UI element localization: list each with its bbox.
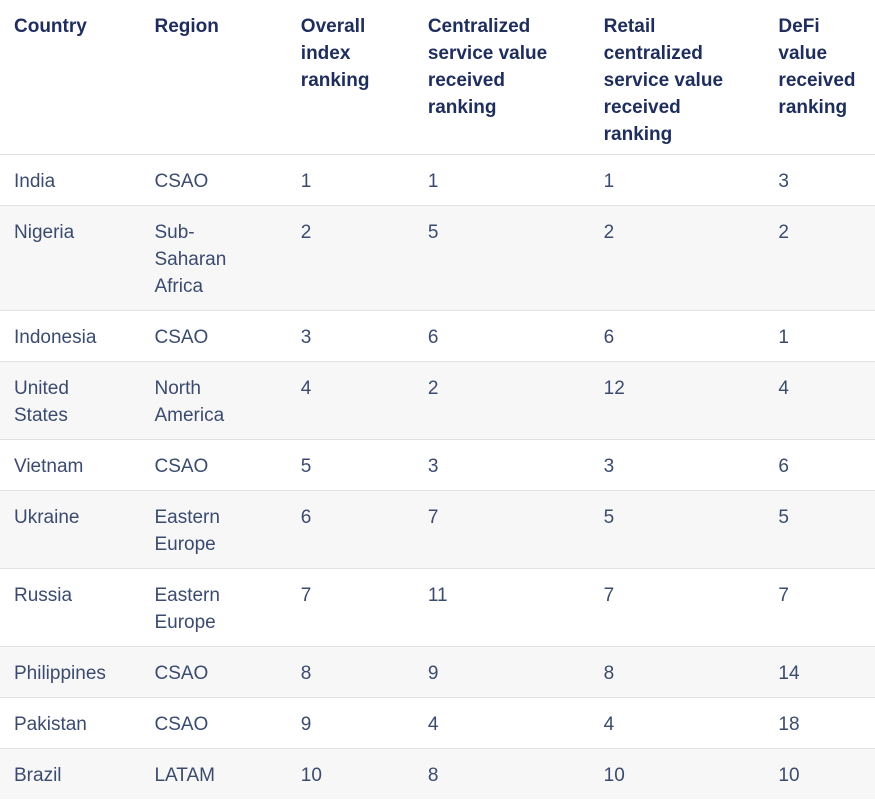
- cell-country: Philippines: [14, 663, 106, 684]
- cell-retail-centralized-service-ranking: 12: [603, 378, 625, 399]
- cell-overall-index-ranking: 5: [300, 456, 312, 477]
- column-header-overall-index-ranking: Overall index ranking: [300, 0, 428, 155]
- cell-region: LATAM: [154, 765, 215, 786]
- column-header-region: Region: [154, 0, 301, 155]
- cell-overall-index-ranking: 3: [300, 327, 312, 348]
- cell-defi-value-ranking: 6: [778, 456, 789, 477]
- cell-retail-centralized-service-ranking: 7: [603, 585, 615, 606]
- cell-overall-index-ranking: 6: [300, 507, 312, 528]
- cell-centralized-service-ranking: 9: [427, 663, 439, 684]
- cell-retail-centralized-service-ranking: 1: [603, 171, 615, 192]
- cell-overall-index-ranking: 1: [300, 171, 312, 192]
- table-row: Vietnam CSAO 5 3 3 6: [0, 440, 875, 491]
- cell-region: Eastern Europe: [154, 585, 220, 633]
- cell-centralized-service-ranking: 11: [427, 585, 448, 606]
- table-body: India CSAO 1 1 1 3 Nigeria Sub-Saharan Africa 2 5…: [0, 155, 875, 799]
- table-row: Philippines CSAO 8 9 8 14: [0, 646, 875, 698]
- cell-country: Vietnam: [14, 456, 84, 477]
- cell-region: CSAO: [154, 663, 209, 684]
- cell-centralized-service-ranking: 2: [427, 378, 439, 399]
- cell-defi-value-ranking: 10: [778, 765, 800, 786]
- cell-region: CSAO: [154, 171, 209, 192]
- cell-retail-centralized-service-ranking: 5: [603, 507, 615, 528]
- table-row: Indonesia CSAO 3 6 6 1: [0, 311, 875, 362]
- cell-overall-index-ranking: 4: [300, 378, 312, 399]
- table-row: United States North America 4 2 12 4: [0, 361, 875, 440]
- cell-defi-value-ranking: 4: [778, 378, 789, 399]
- cell-centralized-service-ranking: 7: [427, 507, 439, 528]
- column-header-retail-centralized-service-ranking: Retail centralized service value receive…: [603, 0, 779, 155]
- cell-country: India: [14, 171, 56, 192]
- cell-centralized-service-ranking: 4: [427, 714, 439, 735]
- cell-region: Eastern Europe: [154, 507, 220, 555]
- cell-country: Indonesia: [14, 327, 97, 348]
- cell-centralized-service-ranking: 6: [427, 327, 439, 348]
- cell-country: Russia: [14, 585, 73, 606]
- cell-centralized-service-ranking: 5: [427, 222, 439, 243]
- table-row: India CSAO 1 1 1 3: [0, 155, 875, 206]
- table-row: Ukraine Eastern Europe 6 7 5 5: [0, 490, 875, 569]
- cell-region: CSAO: [154, 327, 209, 348]
- cell-region: Sub-Saharan Africa: [154, 222, 227, 297]
- cell-country: Brazil: [14, 765, 62, 786]
- cell-defi-value-ranking: 2: [778, 222, 789, 243]
- cell-country: United States: [14, 378, 69, 426]
- cell-defi-value-ranking: 5: [778, 507, 789, 528]
- cell-region: CSAO: [154, 456, 209, 477]
- cell-retail-centralized-service-ranking: 8: [603, 663, 615, 684]
- cell-defi-value-ranking: 18: [778, 714, 800, 735]
- cell-defi-value-ranking: 1: [778, 327, 789, 348]
- cell-country: Nigeria: [14, 222, 75, 243]
- cell-country: Pakistan: [14, 714, 87, 735]
- cell-overall-index-ranking: 2: [300, 222, 312, 243]
- cell-retail-centralized-service-ranking: 3: [603, 456, 615, 477]
- cell-defi-value-ranking: 7: [778, 585, 789, 606]
- cell-centralized-service-ranking: 8: [427, 765, 439, 786]
- column-header-defi-value-ranking: DeFi value received ranking: [778, 0, 875, 155]
- cell-centralized-service-ranking: 3: [427, 456, 439, 477]
- column-header-centralized-service-ranking: Centralized service value received ranki…: [427, 0, 604, 155]
- table-row: Pakistan CSAO 9 4 4 18: [0, 698, 875, 749]
- cell-overall-index-ranking: 8: [300, 663, 312, 684]
- table-header: Country Region Overall index ranking Cen…: [0, 0, 875, 155]
- cell-overall-index-ranking: 7: [300, 585, 312, 606]
- cell-retail-centralized-service-ranking: 4: [603, 714, 615, 735]
- cell-retail-centralized-service-ranking: 6: [603, 327, 615, 348]
- cell-retail-centralized-service-ranking: 10: [603, 765, 625, 786]
- cell-region: CSAO: [154, 714, 209, 735]
- cell-retail-centralized-service-ranking: 2: [603, 222, 615, 243]
- table-row: Brazil LATAM 10 8 10 10: [0, 748, 875, 799]
- header-row: Country Region Overall index ranking Cen…: [0, 0, 875, 155]
- cell-country: Ukraine: [14, 507, 80, 528]
- cell-overall-index-ranking: 9: [300, 714, 312, 735]
- table-row: Russia Eastern Europe 7 11 7 7: [0, 569, 875, 647]
- cell-defi-value-ranking: 3: [778, 171, 789, 192]
- cell-overall-index-ranking: 10: [300, 765, 322, 786]
- table-row: Nigeria Sub-Saharan Africa 2 5 2 2: [0, 205, 875, 311]
- column-header-country: Country: [0, 0, 155, 155]
- cell-defi-value-ranking: 14: [778, 663, 800, 684]
- cell-region: North America: [154, 378, 225, 426]
- cell-centralized-service-ranking: 1: [427, 171, 439, 192]
